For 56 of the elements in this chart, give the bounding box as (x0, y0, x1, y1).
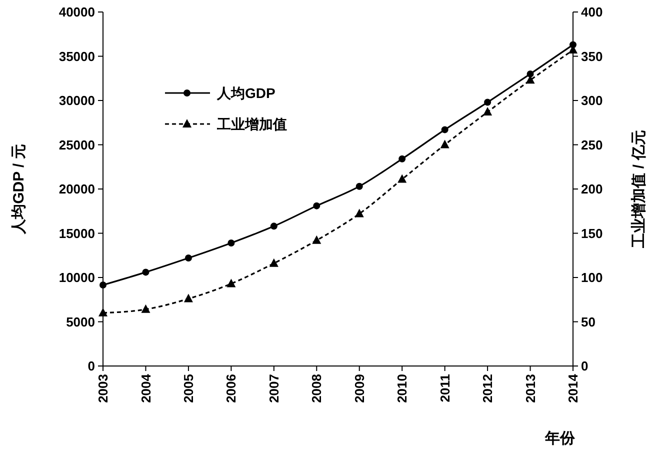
point (526, 70, 534, 78)
point (398, 155, 406, 162)
point (269, 258, 278, 267)
y-tick-label: 25000 (58, 137, 95, 152)
point (398, 174, 407, 183)
y-tick-label: 5000 (66, 314, 95, 330)
x-tick-label: 2010 (394, 374, 410, 403)
y-tick-label: 15000 (58, 226, 95, 241)
x-tick-label: 2003 (96, 374, 111, 403)
x-axis-title: 年份 (544, 430, 576, 447)
x-tick-label: 2004 (138, 373, 154, 403)
point (142, 268, 150, 276)
x-tick-label: 2006 (224, 374, 239, 403)
x-tick-label: 2009 (352, 374, 367, 403)
point (312, 235, 322, 244)
y-tick-label: 20000 (58, 182, 95, 197)
x-tick-label: 2008 (309, 374, 324, 403)
point (226, 278, 236, 288)
x-tick-label: 2005 (181, 374, 196, 403)
point (98, 308, 108, 316)
x-tick-label: 2011 (437, 374, 452, 402)
y2-tick-label: 150 (581, 226, 603, 241)
point (483, 107, 492, 116)
x-tick-label: 2013 (522, 374, 538, 403)
y-tick-label: 0 (88, 358, 95, 374)
y2-tick-label: 350 (581, 48, 603, 64)
y2-tick-label: 0 (581, 358, 588, 374)
point (184, 254, 192, 262)
x-tick-label: 2007 (266, 374, 282, 403)
x-tick-label: 2012 (480, 374, 496, 403)
point (141, 304, 150, 313)
y2-tick-label: 300 (581, 93, 603, 108)
y-axis-title: 人均GDP / 元 (10, 144, 28, 235)
point (356, 182, 363, 190)
y2-tick-label: 250 (581, 137, 603, 152)
y2-tick-label: 400 (581, 4, 603, 20)
y-tick-label: 10000 (58, 270, 95, 286)
y-tick-label: 30000 (58, 93, 95, 108)
point (313, 202, 320, 210)
point (441, 126, 448, 134)
point (228, 239, 235, 246)
point (354, 208, 364, 218)
point (440, 140, 450, 148)
y2-tick-label: 50 (581, 314, 596, 330)
point (184, 294, 193, 302)
point (100, 282, 106, 289)
y-tick-label: 40000 (58, 4, 95, 20)
point (270, 222, 278, 230)
x-tick-label: 2014 (566, 373, 581, 403)
y-tick-label: 35000 (58, 48, 95, 64)
y2-tick-label: 100 (581, 270, 603, 286)
y2-tick-label: 200 (581, 182, 603, 197)
legend-label: 人均GDP (216, 84, 276, 101)
legend-label: 工业增加值 (216, 116, 287, 132)
y2-axis-title: 工业增加值 / 亿元 (630, 130, 648, 249)
point (484, 98, 492, 106)
